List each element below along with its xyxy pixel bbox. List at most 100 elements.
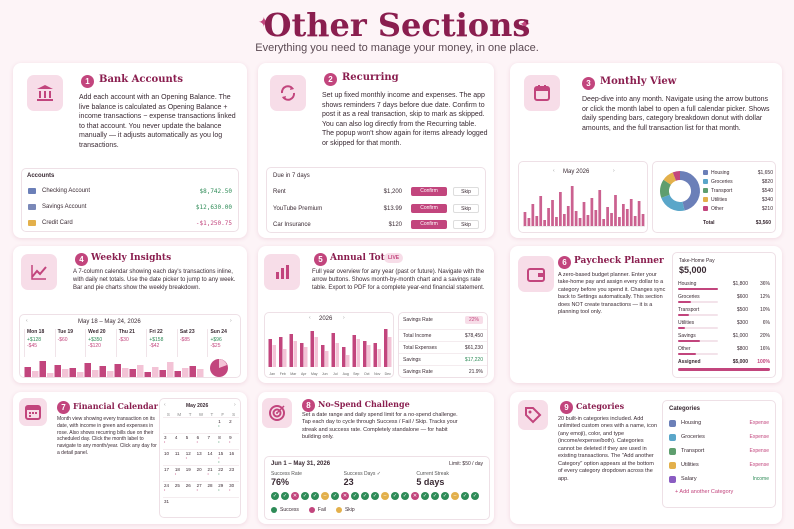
- calendar-day[interactable]: 17: [164, 467, 170, 472]
- calendar-day[interactable]: 2: [229, 419, 232, 424]
- calendar-day[interactable]: 12 •: [185, 450, 196, 465]
- calendar-day[interactable]: 22 •: [217, 466, 228, 481]
- account-row[interactable]: Savings Account $12,630.00: [22, 201, 238, 213]
- calendar-month-label[interactable]: May 2026: [186, 403, 209, 409]
- category-row[interactable]: Housing Expense: [663, 417, 775, 429]
- challenge-day[interactable]: ✓: [301, 492, 309, 500]
- challenge-day[interactable]: ✓: [311, 492, 319, 500]
- week-day-column[interactable]: Sat 23 -$85: [176, 329, 208, 357]
- calendar-day[interactable]: 13: [196, 451, 202, 456]
- calendar-day[interactable]: 31: [164, 499, 170, 504]
- add-category-link[interactable]: + Add another Category: [675, 489, 734, 495]
- calendar-day[interactable]: 29 •: [217, 482, 228, 497]
- calendar-day[interactable]: 18 •: [174, 466, 185, 481]
- challenge-day[interactable]: –: [451, 492, 459, 500]
- calendar-day[interactable]: 19: [185, 467, 191, 472]
- calendar-day[interactable]: 8 •: [217, 434, 228, 449]
- prev-arrow-icon[interactable]: ‹: [164, 402, 166, 408]
- skip-button[interactable]: Skip: [453, 204, 479, 213]
- calendar-day[interactable]: 9 •: [228, 434, 239, 449]
- month-label[interactable]: May 2026: [563, 169, 590, 175]
- weekly-bar: [114, 364, 121, 377]
- challenge-day[interactable]: –: [321, 492, 329, 500]
- confirm-button[interactable]: Confirm: [411, 204, 447, 213]
- calendar-day[interactable]: 16: [229, 451, 235, 456]
- challenge-day[interactable]: ✓: [391, 492, 399, 500]
- confirm-button[interactable]: Confirm: [411, 220, 447, 229]
- challenge-day[interactable]: ✓: [271, 492, 279, 500]
- week-day-column[interactable]: Fri 22 +$158 -$42: [146, 329, 177, 357]
- calendar-day[interactable]: 25: [174, 483, 180, 488]
- calendar-day[interactable]: 30 •: [228, 482, 239, 497]
- challenge-day[interactable]: –: [381, 492, 389, 500]
- calendar-day[interactable]: 5: [185, 435, 189, 440]
- skip-button[interactable]: Skip: [453, 187, 479, 196]
- prev-arrow-icon[interactable]: ‹: [553, 168, 555, 174]
- calendar-day[interactable]: 7: [207, 435, 210, 440]
- confirm-button[interactable]: Confirm: [411, 187, 447, 196]
- calendar-day[interactable]: 15 • •: [217, 450, 228, 465]
- day-income: •: [218, 472, 220, 476]
- challenge-day[interactable]: ✓: [351, 492, 359, 500]
- paycheck-row[interactable]: Other $800 16%: [673, 346, 775, 352]
- calendar-day[interactable]: 10: [164, 451, 170, 456]
- category-row[interactable]: Groceries Expense: [663, 431, 775, 443]
- card-weekly-insights: 4 Weekly Insights A 7-column calendar sh…: [13, 246, 247, 383]
- calendar-day[interactable]: 28: [207, 483, 213, 488]
- prev-arrow-icon[interactable]: ‹: [26, 318, 28, 324]
- prev-arrow-icon[interactable]: ‹: [309, 315, 311, 321]
- challenge-day[interactable]: ✓: [441, 492, 449, 500]
- calendar-day[interactable]: 1 •: [217, 418, 228, 433]
- category-row[interactable]: Salary Income: [663, 473, 775, 485]
- calendar-day[interactable]: 21 •: [206, 466, 217, 481]
- challenge-day[interactable]: ✕: [411, 492, 419, 500]
- calendar-day[interactable]: 23: [229, 467, 235, 472]
- paycheck-row[interactable]: Housing $1,800 36%: [673, 281, 775, 287]
- account-row[interactable]: Checking Account $8,742.50: [22, 185, 238, 197]
- paycheck-row[interactable]: Utilities $300 6%: [673, 320, 775, 326]
- next-arrow-icon[interactable]: ›: [613, 168, 615, 174]
- week-day-column[interactable]: Tue 19 -$60: [54, 329, 86, 357]
- calendar-day[interactable]: 27 •: [196, 482, 207, 497]
- week-day-column[interactable]: Thu 21 -$30: [115, 329, 147, 357]
- paycheck-row[interactable]: Savings $1,000 20%: [673, 333, 775, 339]
- challenge-stat: Success Days ✓ 23: [342, 471, 415, 489]
- account-row[interactable]: Credit Card -$1,250.75: [22, 217, 238, 229]
- challenge-day[interactable]: ✓: [461, 492, 469, 500]
- challenge-day[interactable]: ✓: [361, 492, 369, 500]
- take-home-value[interactable]: $5,000: [679, 265, 707, 275]
- week-day-column[interactable]: Mon 18 +$128 -$45: [24, 329, 55, 357]
- calendar-day[interactable]: 26: [185, 483, 191, 488]
- category-row[interactable]: Utilities Expense: [663, 459, 775, 471]
- year-label[interactable]: 2026: [319, 316, 333, 322]
- calendar-day[interactable]: 6 •: [196, 434, 207, 449]
- challenge-day[interactable]: ✓: [281, 492, 289, 500]
- challenge-day[interactable]: ✓: [471, 492, 479, 500]
- challenge-day[interactable]: ✓: [421, 492, 429, 500]
- recurring-amount: $1,200: [383, 189, 402, 195]
- paycheck-row[interactable]: Transport $500 10%: [673, 307, 775, 313]
- challenge-day[interactable]: ✓: [401, 492, 409, 500]
- week-day-column[interactable]: Wed 20 +$350 -$120: [85, 329, 116, 357]
- challenge-day[interactable]: ✕: [291, 492, 299, 500]
- calendar-day[interactable]: 3 •: [163, 434, 174, 449]
- calendar-day[interactable]: 4: [174, 435, 178, 440]
- skip-button[interactable]: Skip: [453, 220, 479, 229]
- week-range[interactable]: May 18 – May 24, 2026: [78, 319, 141, 325]
- next-arrow-icon[interactable]: ›: [343, 315, 345, 321]
- calendar-icon: [524, 75, 560, 111]
- challenge-day[interactable]: ✕: [341, 492, 349, 500]
- challenge-day[interactable]: ✓: [431, 492, 439, 500]
- daily-bar: [531, 204, 535, 226]
- challenge-day[interactable]: ✓: [331, 492, 339, 500]
- calendar-day[interactable]: 24 •: [163, 482, 174, 497]
- next-arrow-icon[interactable]: ›: [230, 318, 232, 324]
- paycheck-row[interactable]: Groceries $600 12%: [673, 294, 775, 300]
- calendar-day[interactable]: 20: [196, 467, 202, 472]
- calendar-day[interactable]: 14: [207, 451, 213, 456]
- calendar-day[interactable]: 11: [174, 451, 180, 456]
- category-row[interactable]: Transport Expense: [663, 445, 775, 457]
- week-day-column[interactable]: Sun 24 +$96 -$25: [207, 329, 238, 357]
- next-arrow-icon[interactable]: ›: [234, 402, 236, 408]
- challenge-day[interactable]: ✓: [371, 492, 379, 500]
